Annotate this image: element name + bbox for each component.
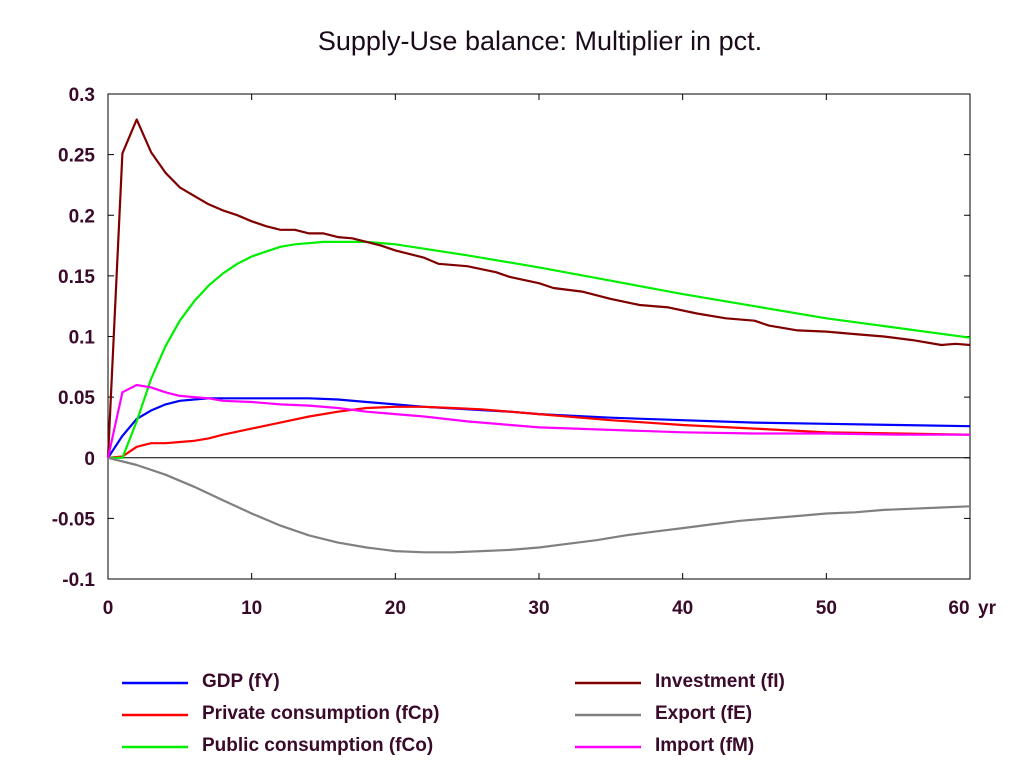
y-tick-label: 0.05 xyxy=(58,388,95,409)
chart-title: Supply-Use balance: Multiplier in pct. xyxy=(318,26,762,56)
y-tick-label: -0.05 xyxy=(52,509,96,530)
x-tick-label: 30 xyxy=(528,598,549,619)
series-lines xyxy=(106,118,971,554)
y-tick-label: 0 xyxy=(84,449,95,470)
legend-label: Export (fE) xyxy=(655,703,752,724)
y-tick-label: -0.1 xyxy=(62,570,95,591)
y-axis: -0.1 -0.05 0 0.05 0.1 0.15 0.2 0.25 0.3 xyxy=(52,85,970,591)
x-tick-label: 50 xyxy=(816,598,837,619)
series-line xyxy=(106,118,971,458)
legend-label: Public consumption (fCo) xyxy=(202,735,433,756)
x-unit-label: yr xyxy=(978,598,997,619)
series-line xyxy=(107,405,971,459)
y-tick-label: 0.3 xyxy=(69,85,95,106)
y-tick-label: 0.1 xyxy=(69,328,96,349)
x-tick-label: 0 xyxy=(103,598,114,619)
y-tick-label: 0.2 xyxy=(69,206,95,227)
legend-label: Investment (fI) xyxy=(655,671,785,692)
x-axis: 0 10 20 30 40 50 60 yr xyxy=(103,94,997,619)
x-tick-label: 40 xyxy=(672,598,693,619)
series-line xyxy=(106,383,970,459)
y-tick-label: 0.15 xyxy=(58,267,95,288)
x-tick-label: 20 xyxy=(385,598,406,619)
legend-label: Import (fM) xyxy=(655,735,754,756)
x-tick-label: 60 xyxy=(948,598,969,619)
series-line xyxy=(107,456,971,554)
legend: GDP (fY) Private consumption (fCp) Public … xyxy=(122,671,785,756)
y-tick-label: 0.25 xyxy=(58,146,95,167)
series-line xyxy=(107,397,971,459)
series-line xyxy=(108,240,971,459)
x-tick-label: 10 xyxy=(241,598,262,619)
legend-label: GDP (fY) xyxy=(202,671,280,692)
legend-label: Private consumption (fCp) xyxy=(202,703,440,724)
